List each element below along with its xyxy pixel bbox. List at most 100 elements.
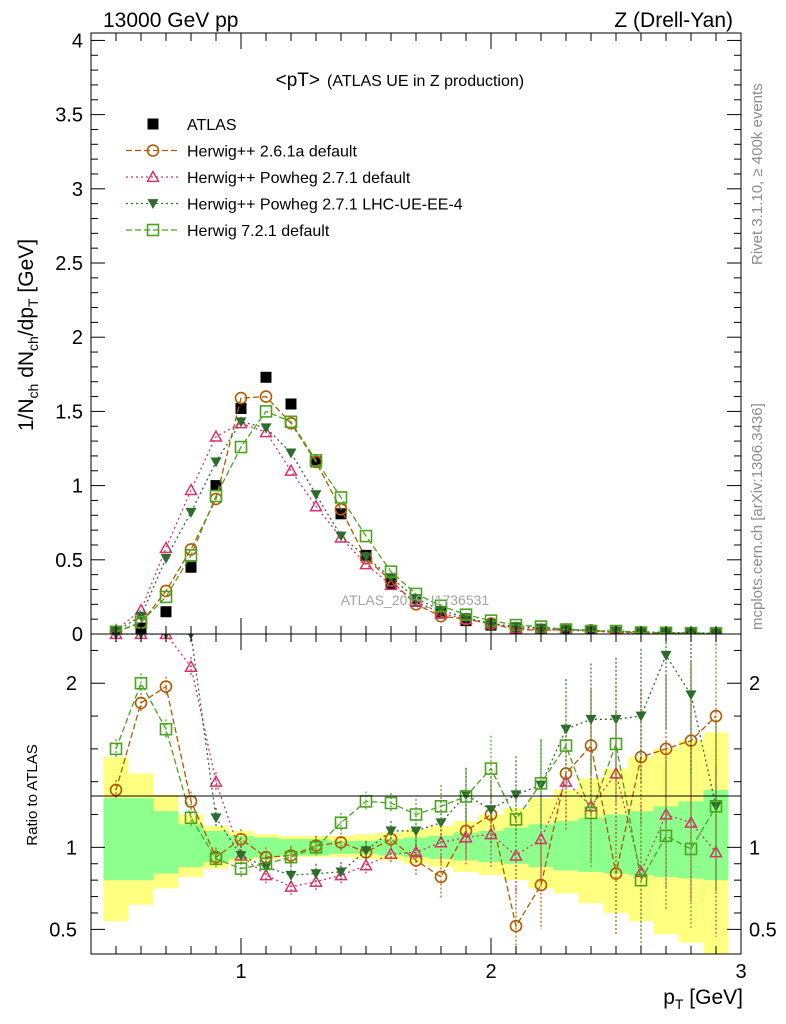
ratio-point-herwig721 xyxy=(609,737,623,751)
ratio-bands xyxy=(103,732,729,954)
ratio-point-herwig721 xyxy=(134,676,148,690)
ratio-y-tick-label-right: 2 xyxy=(749,673,760,695)
ratio-point-powheg_ue xyxy=(585,714,597,725)
ratio-point-herwig261a xyxy=(234,832,248,846)
ratio-point-powheg_ue xyxy=(285,870,297,881)
legend-item-powheg_default: Herwig++ Powheg 2.7.1 default xyxy=(126,169,411,187)
ratio-point-herwig721 xyxy=(209,852,223,866)
point-herwig721 xyxy=(184,549,198,562)
legend-marker-powheg_default xyxy=(146,169,160,183)
x-axis-label: pT [GeV] xyxy=(663,986,743,1012)
point-powheg_ue xyxy=(310,490,322,501)
x-tick-label: 2 xyxy=(485,961,496,983)
ratio-point-herwig721 xyxy=(634,873,648,887)
header-left: 13000 GeV pp xyxy=(103,9,238,32)
header-right: Z (Drell-Yan) xyxy=(614,9,733,32)
point-powheg_default xyxy=(611,625,621,634)
ratio-point-powheg_ue xyxy=(660,650,672,661)
ratio-point-powheg_default xyxy=(184,659,198,672)
rivet-label: Rivet 3.1.10, ≥ 400k events xyxy=(749,83,766,265)
ratio-series-group xyxy=(109,634,723,954)
ratio-point-powheg_ue xyxy=(310,869,322,880)
point-data xyxy=(210,480,222,492)
ratio-point-herwig721 xyxy=(284,850,298,864)
series-line-herwig261a xyxy=(115,395,716,634)
point-herwig721 xyxy=(309,454,323,467)
ratio-point-herwig721 xyxy=(234,862,248,875)
legend-item-powheg_ue: Herwig++ Powheg 2.7.1 LHC-UE-EE-4 xyxy=(126,197,463,214)
ratio-y-tick-label-right: 0.5 xyxy=(749,919,777,941)
ratio-point-herwig721 xyxy=(384,796,398,810)
y-axis-label: 1/Nch dNch/dpT [GeV] xyxy=(15,239,41,431)
point-herwig721 xyxy=(259,405,273,418)
y-tick-label: 3.5 xyxy=(55,105,83,127)
ratio-point-powheg_ue xyxy=(410,826,422,837)
ratio-point-herwig261a xyxy=(109,783,123,797)
ratio-point-powheg_default xyxy=(409,845,423,858)
legend-item-herwig261a: Herwig++ 2.6.1a default xyxy=(126,144,357,161)
ratio-point-herwig721 xyxy=(334,816,348,830)
legend-label: Herwig++ Powheg 2.7.1 LHC-UE-EE-4 xyxy=(187,197,463,214)
y-tick-label: 3 xyxy=(72,179,83,201)
legend-label: Herwig 7.2.1 default xyxy=(187,223,330,240)
legend-item-data: ATLAS xyxy=(147,117,237,134)
ratio-point-powheg_ue xyxy=(435,818,447,829)
legend-marker-herwig261a xyxy=(146,144,160,157)
point-powheg_default xyxy=(209,429,223,442)
point-powheg_default xyxy=(159,540,173,554)
ratio-band-inner xyxy=(103,798,129,881)
point-powheg_default xyxy=(309,499,323,512)
ratio-point-herwig721 xyxy=(484,762,498,775)
series-line-powheg_default xyxy=(115,422,717,634)
chart-title-main: <pT> xyxy=(276,70,320,91)
ratio-point-powheg_ue xyxy=(560,724,572,735)
ratio-point-powheg_ue xyxy=(335,867,347,878)
point-herwig721 xyxy=(584,624,598,634)
ratio-point-herwig261a xyxy=(509,919,523,933)
point-powheg_ue xyxy=(335,531,347,542)
ratio-y-tick-label: 1 xyxy=(66,837,77,859)
ratio-point-herwig721 xyxy=(259,857,273,871)
legend-marker-data xyxy=(147,118,159,130)
ratio-point-herwig261a xyxy=(709,709,723,723)
ratio-point-powheg_default xyxy=(709,845,723,858)
ratio-point-powheg_default xyxy=(559,774,573,787)
point-herwig721 xyxy=(359,529,373,543)
ratio-y-tick-label-right: 1 xyxy=(749,837,760,859)
ratio-point-herwig261a xyxy=(434,870,448,884)
point-herwig721 xyxy=(284,415,298,429)
ratio-point-herwig721 xyxy=(509,813,523,826)
point-powheg_ue xyxy=(160,553,172,564)
point-powheg_default xyxy=(409,594,423,607)
ratio-point-powheg_default xyxy=(384,846,398,860)
point-powheg_ue xyxy=(360,552,372,563)
y-tick-label: 2 xyxy=(72,327,83,349)
point-data xyxy=(160,606,172,618)
ratio-point-herwig261a xyxy=(134,696,148,710)
y-tick-label: 1.5 xyxy=(55,401,83,423)
point-data xyxy=(385,578,397,590)
point-herwig721 xyxy=(409,587,423,601)
ratio-point-powheg_default xyxy=(634,864,648,878)
ratio-point-herwig721 xyxy=(709,800,723,813)
point-herwig261a xyxy=(334,503,348,516)
ratio-point-herwig721 xyxy=(684,842,698,856)
ratio-point-powheg_ue xyxy=(535,780,547,791)
ratio-y-label: Ratio to ATLAS xyxy=(24,744,41,845)
ratio-point-powheg_ue xyxy=(235,851,247,862)
legend-label: ATLAS xyxy=(187,117,237,134)
chart-title: <pT> (ATLAS UE in Z production) xyxy=(276,70,524,91)
y-tick-label: 4 xyxy=(72,30,83,52)
point-powheg_default xyxy=(334,530,348,543)
ratio-point-powheg_default xyxy=(284,879,298,892)
ratio-point-powheg_default xyxy=(434,835,448,848)
ratio-point-powheg_default xyxy=(309,874,323,887)
point-herwig721 xyxy=(334,491,348,504)
point-powheg_default xyxy=(184,483,198,496)
point-powheg_default xyxy=(434,606,448,619)
y-tick-label: 2.5 xyxy=(55,253,83,275)
ratio-point-powheg_ue xyxy=(485,805,497,816)
ratio-point-powheg_ue xyxy=(635,711,647,722)
y-tick-label: 1 xyxy=(72,476,83,498)
